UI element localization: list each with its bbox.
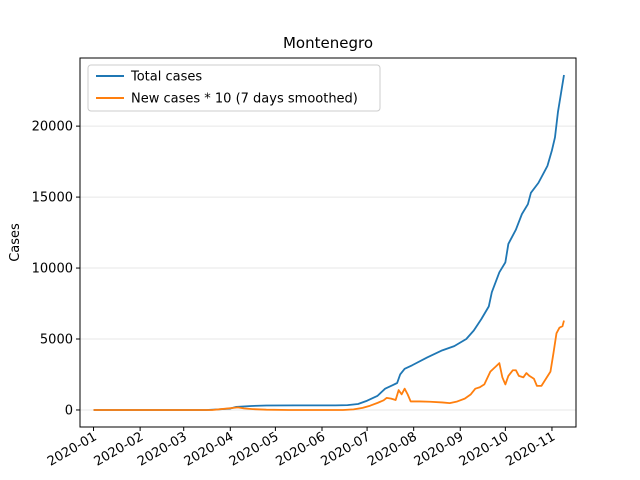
legend-entry: Total cases (130, 70, 202, 85)
series-line-new-cases (93, 320, 565, 411)
legend: Total cases New cases * 10 (7 days smooth… (87, 64, 381, 112)
y-tick-label: 0 (65, 403, 73, 418)
plot-frame (79, 57, 577, 428)
y-axis-label: Cases (8, 223, 23, 262)
series-layer (93, 74, 565, 411)
chart-title: Montenegro (283, 34, 373, 52)
series-line-total-cases (93, 74, 565, 411)
y-axis: 0 5000 10000 15000 20000 (32, 120, 80, 418)
legend-box (87, 64, 381, 112)
y-tick-label: 5000 (40, 333, 73, 348)
y-tick-label: 15000 (32, 191, 73, 206)
y-tick-label: 20000 (32, 120, 73, 135)
y-tick-label: 10000 (32, 262, 73, 277)
legend-entry: New cases * 10 (7 days smoothed) (131, 92, 358, 107)
